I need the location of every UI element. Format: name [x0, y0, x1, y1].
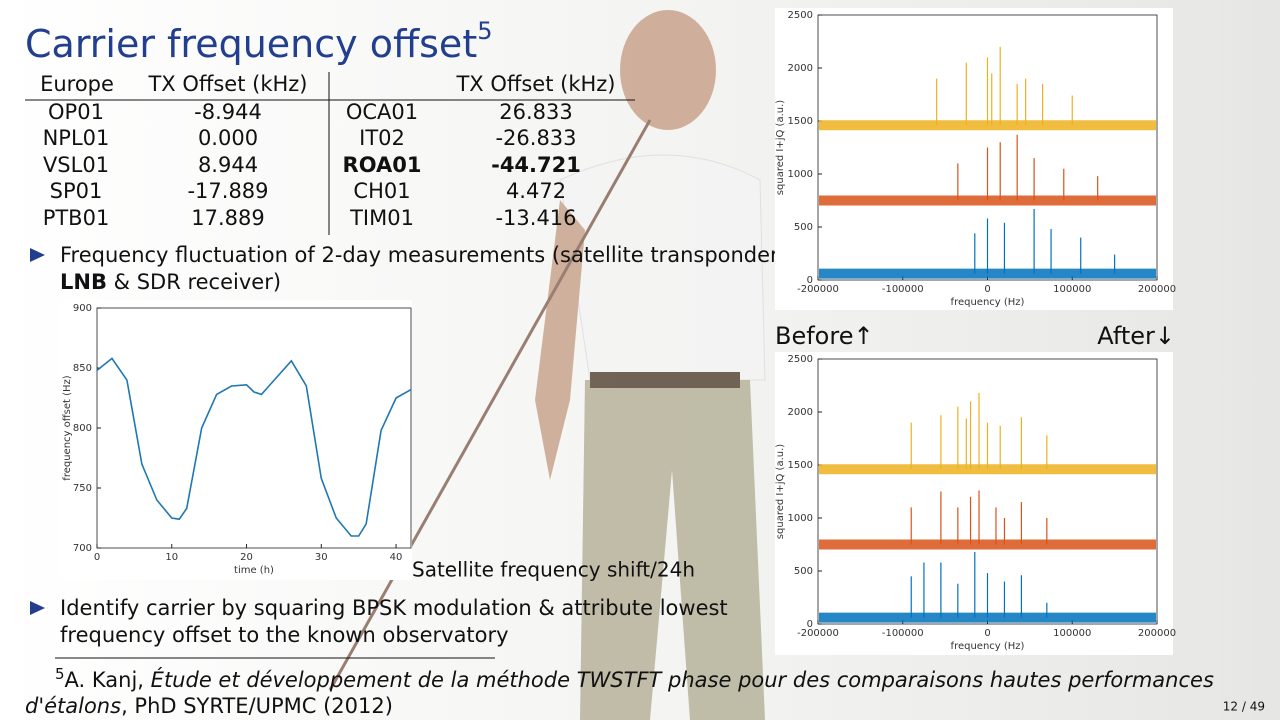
chart: 0 10 20 30 40 700 750 800 850 900 time (h) frequenc… — [60, 300, 412, 580]
table-cell: 17.889 — [191, 206, 264, 230]
x-tick-label: -200000 — [797, 284, 839, 295]
footnote-mark: 5 — [55, 665, 65, 683]
x-axis-label: frequency (Hz) — [951, 297, 1025, 308]
x-tick-label: 0 — [984, 628, 990, 639]
table-cell: 8.944 — [198, 153, 258, 177]
caption-before: Before↑ — [775, 322, 874, 350]
table-cell: VSL01 — [43, 153, 109, 177]
y-tick-label: 1500 — [788, 460, 813, 471]
y-tick-label: 2500 — [788, 10, 813, 21]
x-tick-label: 0 — [984, 284, 990, 295]
table: Europe TX Offset (kHz) TX Offset (kHz) OP01… — [40, 72, 615, 230]
footnote: d'étalons, PhD SYRTE/UPMC (2012) — [25, 694, 393, 718]
x-tick-label: -100000 — [882, 628, 924, 639]
presenter — [328, 10, 766, 720]
x-tick-label: 200000 — [1138, 628, 1176, 639]
bold-term: LNB — [60, 270, 107, 294]
caption-after: After↓ — [1097, 322, 1175, 350]
x-tick-label: 200000 — [1138, 284, 1176, 295]
table-cell: ROA01 — [343, 153, 422, 177]
x-axis-label: frequency (Hz) — [951, 641, 1025, 652]
y-tick-label: 2500 — [788, 354, 813, 365]
x-tick-label: 10 — [165, 552, 178, 563]
x-tick-label: 20 — [240, 552, 253, 563]
table-cell: -8.944 — [194, 100, 262, 124]
table-cell: OP01 — [48, 100, 104, 124]
chart: -200000 -100000 0 100000 200000 0 500 1000 1500 2… — [775, 8, 1176, 310]
y-axis-label: frequency offset (Hz) — [62, 375, 73, 480]
table-cell: PTB01 — [43, 206, 110, 230]
bullet-text: frequency offset to the known observator… — [60, 623, 509, 647]
y-tick-label: 700 — [73, 543, 92, 554]
line-series — [96, 357, 412, 537]
bullet-text-part: & SDR receiver) — [107, 270, 281, 294]
table-cell: -44.721 — [491, 153, 581, 177]
x-axis-label: time (h) — [234, 565, 274, 576]
y-tick-label: 850 — [73, 363, 92, 374]
y-tick-label: 500 — [794, 566, 813, 577]
y-tick-label: 0 — [807, 275, 813, 286]
x-tick-label: 100000 — [1053, 628, 1091, 639]
bullet-text: Identify carrier by squaring BPSK modula… — [60, 596, 728, 620]
x-tick-label: 100000 — [1053, 284, 1091, 295]
chart-background — [775, 8, 1173, 310]
table-header: TX Offset (kHz) — [455, 72, 615, 96]
y-axis-label: squared I+jQ (a.u.) — [775, 444, 786, 539]
page-number: 12 / 49 — [1223, 700, 1265, 714]
x-tick-label: 30 — [315, 552, 328, 563]
slide-title: Carrier frequency offset5 — [25, 17, 493, 66]
y-tick-label: 2000 — [788, 407, 813, 418]
table-cell: SP01 — [50, 179, 103, 203]
table-header: TX Offset (kHz) — [147, 72, 307, 96]
y-tick-label: 1000 — [788, 513, 813, 524]
table-cell: -26.833 — [495, 126, 576, 150]
table-cell: CH01 — [353, 179, 410, 203]
table-cell: 4.472 — [506, 179, 566, 203]
y-tick-label: 2000 — [788, 63, 813, 74]
x-tick-label: -200000 — [797, 628, 839, 639]
noise-floor — [819, 539, 1156, 550]
x-tick-label: -100000 — [882, 284, 924, 295]
table-cell: IT02 — [359, 126, 405, 150]
x-tick-label: 40 — [390, 552, 403, 563]
y-tick-label: 900 — [73, 303, 92, 314]
y-tick-label: 1500 — [788, 116, 813, 127]
x-tick-label: 0 — [94, 552, 100, 563]
table-cell: 0.000 — [198, 126, 258, 150]
table-cell: -17.889 — [187, 179, 268, 203]
footnote-mark: 5 — [477, 17, 492, 45]
table-cell: OCA01 — [346, 100, 418, 124]
title-text: Carrier frequency offset — [25, 22, 477, 66]
table-cell: TIM01 — [349, 206, 414, 230]
footnote-author: A. Kanj, — [65, 668, 151, 692]
footnote: 5A. Kanj, Étude et développement de la m… — [55, 665, 1214, 693]
table-cell: NPL01 — [43, 126, 110, 150]
bullet-text: LNB & SDR receiver) — [60, 270, 281, 294]
y-tick-label: 1000 — [788, 169, 813, 180]
footnote-title: Étude et développement de la méthode TWS… — [151, 667, 1214, 692]
y-tick-label: 0 — [807, 619, 813, 630]
y-tick-label: 800 — [73, 423, 92, 434]
chart-background — [775, 352, 1173, 655]
bullet-text: Frequency fluctuation of 2-day measureme… — [60, 243, 785, 267]
y-axis-label: squared I+jQ (a.u.) — [775, 100, 786, 195]
table-header: Europe — [40, 72, 114, 96]
bullet-marker — [30, 601, 45, 615]
table-cell: 26.833 — [499, 100, 572, 124]
y-tick-label: 500 — [794, 222, 813, 233]
table-cell: -13.416 — [495, 206, 576, 230]
bullet-marker — [30, 248, 45, 262]
footnote-source: , PhD SYRTE/UPMC (2012) — [121, 694, 393, 718]
chart-background — [60, 300, 412, 580]
caption-satellite: Satellite frequency shift/24h — [412, 558, 695, 582]
footnote-title: d'étalons — [25, 694, 121, 718]
chart: -200000 -100000 0 100000 200000 0 500 1000 1500 2… — [775, 352, 1176, 655]
y-tick-label: 750 — [73, 483, 92, 494]
